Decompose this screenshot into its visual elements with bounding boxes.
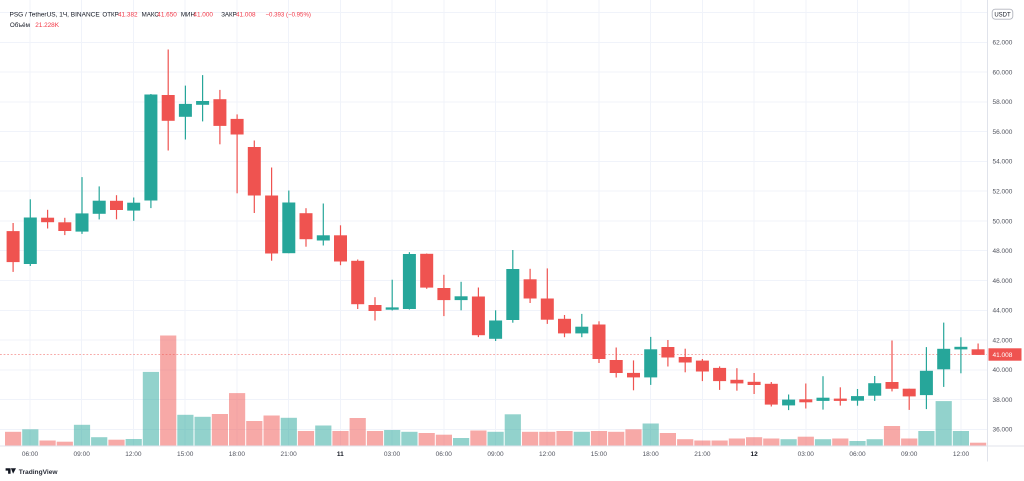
svg-text:21:00: 21:00 xyxy=(280,451,297,458)
svg-text:Объём: Объём xyxy=(10,21,30,29)
svg-text:06:00: 06:00 xyxy=(849,451,866,458)
svg-text:41.008: 41.008 xyxy=(236,12,256,19)
svg-text:12: 12 xyxy=(750,451,758,458)
svg-text:62.000: 62.000 xyxy=(993,40,1013,47)
svg-text:41.382: 41.382 xyxy=(118,12,138,19)
svg-text:21.228K: 21.228K xyxy=(35,22,60,29)
svg-text:12:00: 12:00 xyxy=(953,451,970,458)
svg-text:44.000: 44.000 xyxy=(993,308,1013,315)
svg-text:41.650: 41.650 xyxy=(157,12,177,19)
svg-text:60.000: 60.000 xyxy=(993,70,1013,77)
svg-text:06:00: 06:00 xyxy=(436,451,453,458)
svg-text:PSG / TetherUS, 1Ч, BINANCE: PSG / TetherUS, 1Ч, BINANCE xyxy=(10,12,101,19)
svg-text:40.000: 40.000 xyxy=(993,367,1013,374)
svg-text:54.000: 54.000 xyxy=(993,159,1013,166)
svg-text:48.000: 48.000 xyxy=(993,248,1013,255)
svg-text:МАКС: МАКС xyxy=(142,12,160,19)
svg-text:ОТКР: ОТКР xyxy=(102,12,118,19)
svg-text:09:00: 09:00 xyxy=(901,451,918,458)
svg-text:42.000: 42.000 xyxy=(993,337,1013,344)
svg-text:18:00: 18:00 xyxy=(642,451,659,458)
svg-text:09:00: 09:00 xyxy=(487,451,504,458)
svg-text:12:00: 12:00 xyxy=(539,451,556,458)
svg-text:03:00: 03:00 xyxy=(384,451,401,458)
svg-text:15:00: 15:00 xyxy=(177,451,194,458)
svg-text:56.000: 56.000 xyxy=(993,129,1013,136)
svg-text:41.000: 41.000 xyxy=(193,12,213,19)
svg-text:ЗАКР: ЗАКР xyxy=(221,12,237,19)
svg-text:21:00: 21:00 xyxy=(694,451,711,458)
svg-text:50.000: 50.000 xyxy=(993,218,1013,225)
svg-text:11: 11 xyxy=(337,451,344,458)
svg-text:USDT: USDT xyxy=(994,13,1011,19)
svg-text:36.000: 36.000 xyxy=(993,427,1013,434)
svg-text:МИН: МИН xyxy=(181,12,195,19)
svg-text:41.008: 41.008 xyxy=(993,352,1013,359)
svg-text:03:00: 03:00 xyxy=(798,451,815,458)
svg-text:52.000: 52.000 xyxy=(993,189,1013,196)
svg-text:TradingView: TradingView xyxy=(19,469,59,476)
svg-text:58.000: 58.000 xyxy=(993,99,1013,106)
svg-text:06:00: 06:00 xyxy=(22,451,39,458)
svg-text:12:00: 12:00 xyxy=(125,451,142,458)
svg-text:18:00: 18:00 xyxy=(229,451,246,458)
svg-text:15:00: 15:00 xyxy=(591,451,608,458)
svg-text:38.000: 38.000 xyxy=(993,397,1013,404)
svg-text:09:00: 09:00 xyxy=(74,451,91,458)
svg-text:−0.393 (−0.95%): −0.393 (−0.95%) xyxy=(266,12,311,19)
svg-text:46.000: 46.000 xyxy=(993,278,1013,285)
